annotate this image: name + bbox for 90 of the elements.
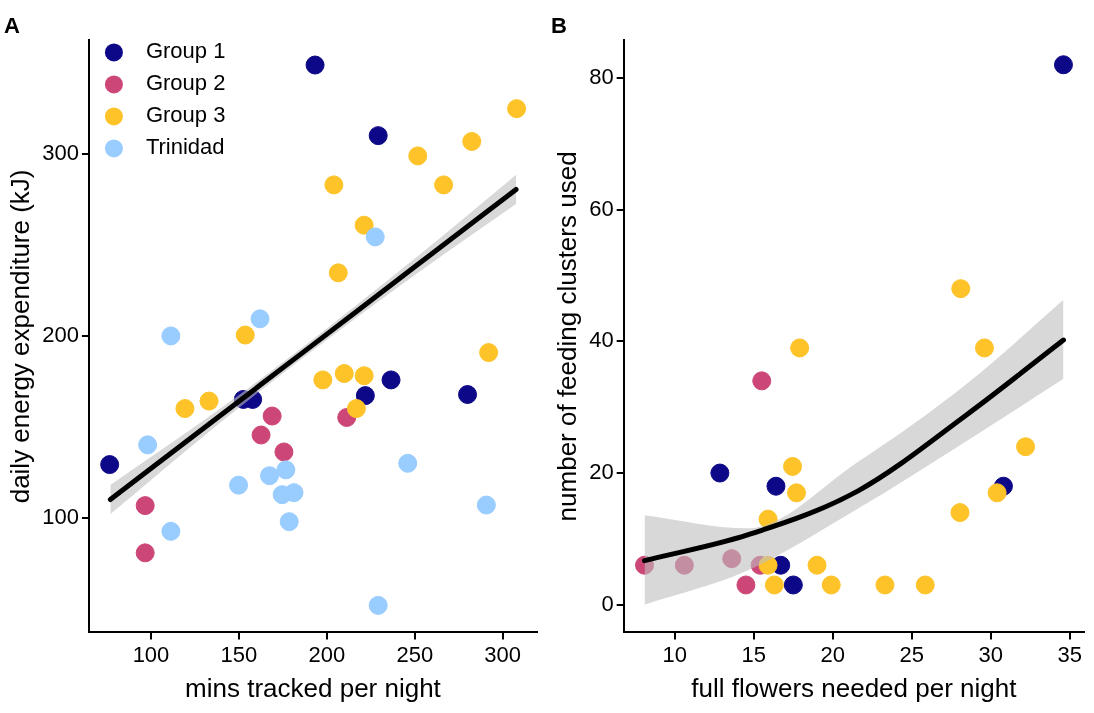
legend-label: Group 3: [145, 102, 226, 128]
point: [135, 543, 155, 563]
point: [736, 575, 756, 595]
legend-label: Trinidad: [145, 134, 225, 160]
point: [408, 146, 428, 166]
point: [458, 385, 478, 405]
point: [135, 496, 155, 516]
point: [821, 575, 841, 595]
point: [786, 483, 806, 503]
point: [915, 575, 935, 595]
point: [274, 442, 294, 462]
point: [262, 406, 282, 426]
x-tick-label: 150: [220, 641, 258, 667]
point: [479, 343, 499, 363]
y-tick-label: 200: [42, 322, 79, 348]
point: [783, 575, 803, 595]
y-axis-title: daily energy expenditure (kJ): [4, 169, 35, 504]
point: [138, 435, 158, 455]
point: [807, 555, 827, 575]
x-tick-label: 200: [308, 641, 346, 667]
legend-label: Group 1: [145, 38, 226, 64]
point: [100, 455, 120, 475]
legend-label: Group 2: [145, 70, 226, 96]
y-tick-label: 300: [42, 139, 79, 165]
point: [229, 475, 249, 495]
point: [381, 370, 401, 390]
point: [507, 99, 527, 119]
point: [710, 463, 730, 483]
point: [476, 495, 496, 515]
point: [951, 279, 971, 299]
point: [722, 549, 742, 569]
point: [368, 595, 388, 615]
point: [251, 425, 271, 445]
point: [365, 227, 385, 247]
point: [752, 371, 772, 391]
x-tick-label: 10: [662, 641, 688, 667]
x-tick-label: 300: [484, 641, 522, 667]
point: [161, 521, 181, 541]
x-tick-label: 15: [741, 641, 767, 667]
point: [355, 386, 375, 406]
point: [368, 126, 388, 146]
point: [1016, 437, 1036, 457]
x-tick-label: 20: [820, 641, 846, 667]
y-tick-label: 100: [42, 504, 79, 530]
point: [354, 366, 374, 386]
point: [313, 370, 333, 390]
point: [175, 399, 195, 419]
point: [235, 325, 255, 345]
point: [324, 175, 344, 195]
chart-title: A: [4, 13, 20, 39]
point: [462, 131, 482, 151]
point: [161, 326, 181, 346]
point: [674, 555, 694, 575]
point: [398, 453, 418, 473]
y-tick-label: 40: [589, 327, 614, 353]
y-tick-label: 60: [589, 195, 614, 221]
point: [328, 263, 348, 283]
point: [1053, 55, 1073, 75]
y-tick-label: 0: [601, 590, 614, 616]
y-axis-title: number of feeding clusters used: [551, 151, 582, 522]
point: [305, 55, 325, 75]
point: [766, 476, 786, 496]
point: [279, 512, 299, 532]
x-tick-label: 30: [978, 641, 1004, 667]
point: [346, 399, 366, 419]
x-tick-label: 35: [1057, 641, 1083, 667]
y-tick-label: 20: [589, 459, 614, 485]
point: [950, 503, 970, 523]
x-tick-label: 100: [132, 641, 170, 667]
point: [875, 575, 895, 595]
point: [276, 460, 296, 480]
point: [783, 456, 803, 476]
chart-title: B: [551, 13, 567, 39]
point: [354, 215, 374, 235]
point: [260, 466, 280, 486]
point: [974, 338, 994, 358]
point: [250, 309, 270, 329]
point: [764, 575, 784, 595]
point: [758, 555, 778, 575]
x-axis-title: mins tracked per night: [185, 672, 442, 703]
y-tick-label: 80: [589, 64, 614, 89]
point: [434, 175, 454, 195]
point: [334, 364, 354, 384]
point: [284, 483, 304, 503]
x-tick-label: 250: [396, 641, 434, 667]
point: [199, 391, 219, 411]
point: [987, 483, 1007, 503]
x-tick-label: 25: [899, 641, 925, 667]
point: [790, 338, 810, 358]
x-axis-title: full flowers needed per night: [691, 672, 1018, 703]
